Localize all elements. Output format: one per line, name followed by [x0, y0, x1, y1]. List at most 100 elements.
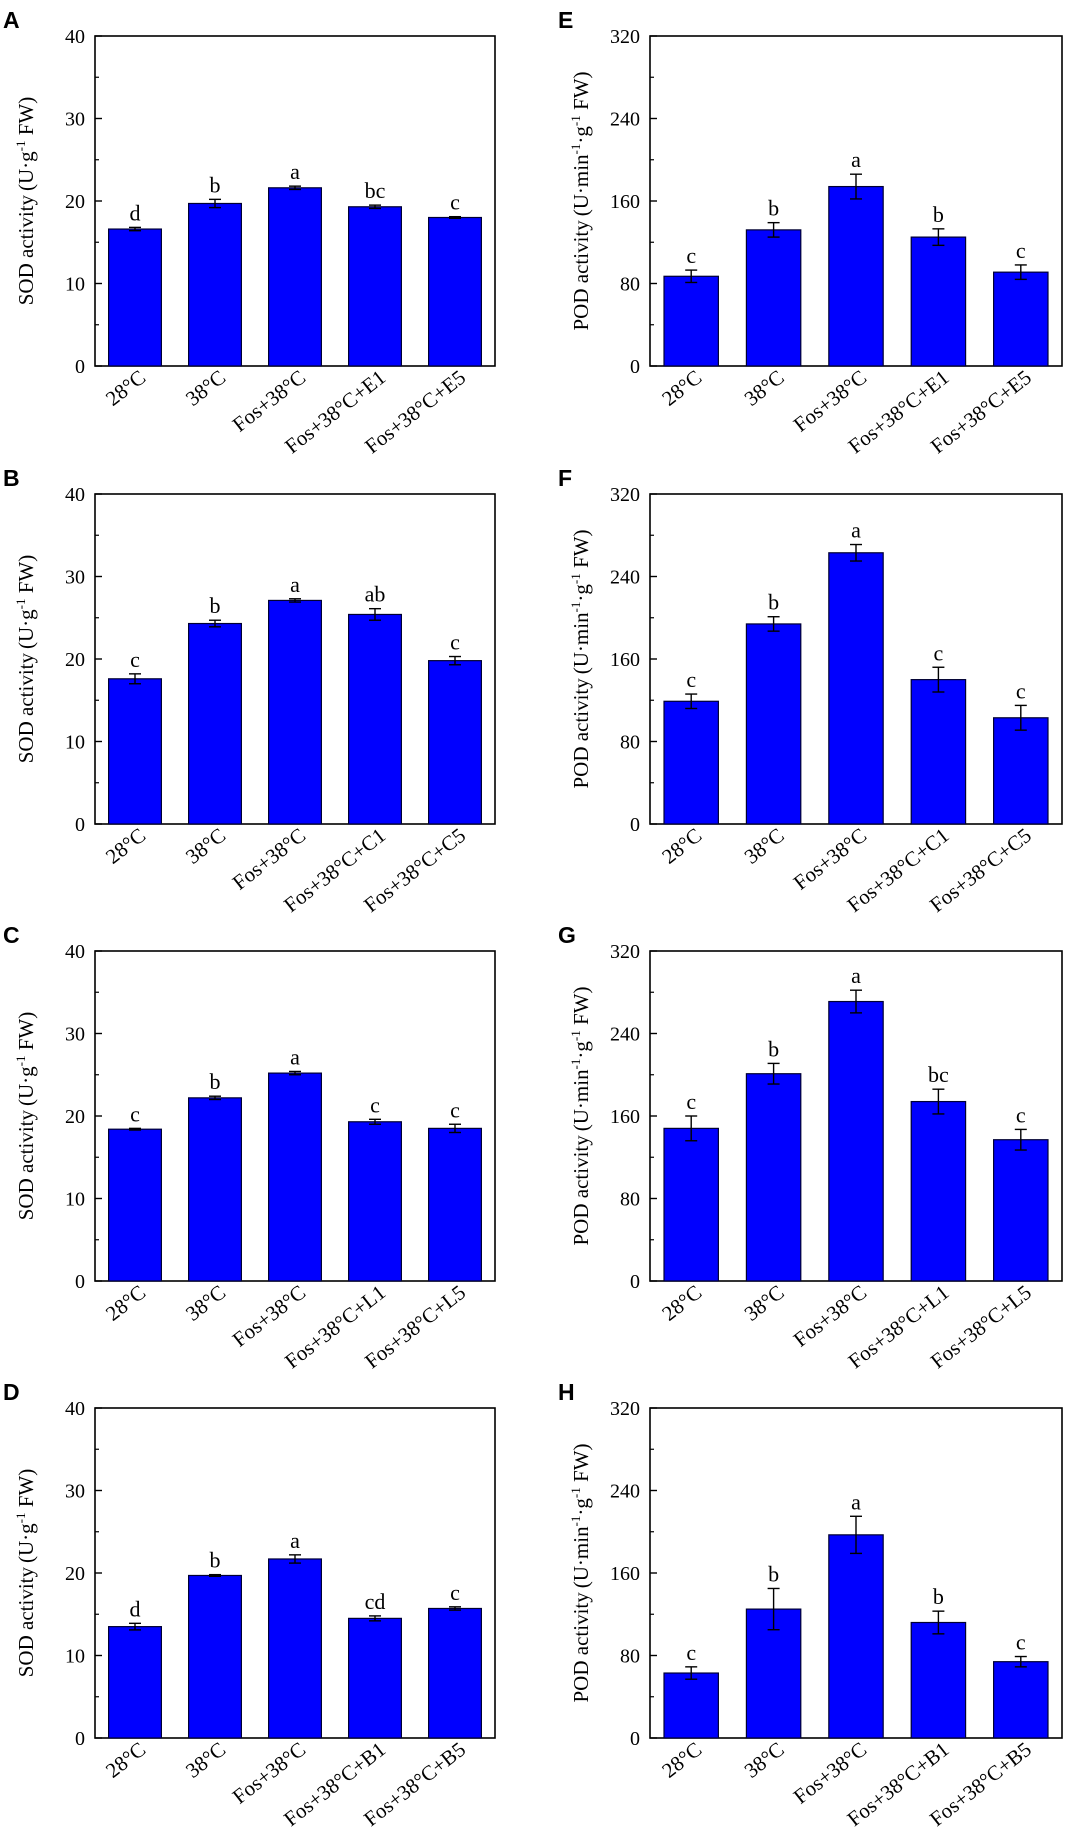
error-bar-d-3	[289, 1554, 301, 1564]
significance-letter: b	[768, 1561, 779, 1586]
y-tick-label: 160	[610, 1563, 640, 1585]
significance-letter: c	[450, 190, 460, 215]
bar-e-1	[663, 275, 719, 367]
bar-c-5	[428, 1127, 483, 1282]
significance-letter: c	[1016, 678, 1026, 703]
error-bar-h-2	[767, 1587, 780, 1631]
y-tick-label: 30	[65, 567, 85, 589]
significance-letter: cd	[365, 1589, 386, 1614]
y-tick-label: 0	[75, 1271, 85, 1293]
bar-d-1	[107, 1626, 162, 1739]
y-axis-label: POD activity(U·min-1·g-1 FW)	[568, 986, 593, 1245]
y-axis-label-part: SOD activity	[14, 1110, 38, 1221]
error-bar-a-1	[129, 226, 141, 232]
y-tick-label: 160	[610, 649, 640, 671]
error-bar-d-1	[129, 1622, 141, 1631]
error-bar-b-3	[289, 598, 301, 603]
bar-d-4	[348, 1617, 403, 1739]
error-bar-c-4	[369, 1118, 381, 1125]
bar-e-4	[910, 236, 967, 367]
significance-letter: b	[933, 1584, 944, 1609]
y-axis-label-part: ·g	[569, 584, 593, 602]
bar-e-2	[745, 229, 802, 367]
x-tick-label: 38°C	[740, 1737, 789, 1783]
y-tick-label: 80	[620, 274, 640, 296]
error-bar-d-4	[369, 1615, 381, 1622]
panel-letter-b: B	[3, 465, 20, 491]
y-axis-label-part: FW)	[14, 1469, 38, 1513]
significance-letter: c	[686, 667, 696, 692]
panel-letter-e: E	[558, 7, 573, 33]
x-tick-label: Fos+38°C	[789, 823, 871, 895]
panel-letter-f: F	[558, 465, 572, 491]
bar-a-3	[268, 187, 323, 367]
bar-d-3	[268, 1558, 323, 1739]
significance-letter: a	[851, 518, 861, 543]
y-tick-label: 0	[75, 814, 85, 836]
bar-g-3	[828, 1000, 884, 1282]
x-tick-label: 28°C	[657, 1280, 706, 1326]
y-axis-label-part: POD activity	[569, 678, 593, 789]
panel-b: B 40 30 20 10 0 SOD activity (U·g-1 FW) c 28°C b 38…	[3, 465, 496, 917]
bar-b-1	[107, 678, 162, 825]
y-tick-label: 40	[65, 26, 85, 48]
x-tick-label: 38°C	[740, 365, 789, 411]
significance-letter: a	[851, 147, 861, 172]
y-axis-label-part: -1	[568, 1030, 583, 1041]
bar-a-2	[188, 202, 243, 367]
y-tick-label: 80	[620, 1646, 640, 1668]
significance-letter: c	[450, 1580, 460, 1605]
y-tick-label: 20	[65, 1563, 85, 1585]
error-bar-c-2	[209, 1095, 221, 1101]
y-tick-label: 320	[610, 26, 640, 48]
significance-letter: c	[450, 630, 460, 655]
bar-e-3	[828, 185, 884, 367]
y-axis-label-part: -1	[568, 1487, 583, 1498]
x-tick-label: 28°C	[101, 823, 150, 869]
bar-h-2	[745, 1608, 802, 1739]
error-bar-h-4	[932, 1610, 945, 1635]
error-bar-b-5	[449, 655, 461, 666]
y-axis-label-part: ·g	[569, 1498, 593, 1516]
y-tick-label: 10	[65, 274, 85, 296]
y-axis-label: SOD activity (U·g-1 FW)	[13, 1469, 38, 1678]
y-axis-label-part: FW)	[569, 1443, 593, 1487]
error-bar-g-4	[932, 1088, 945, 1115]
y-tick-label: 20	[65, 191, 85, 213]
x-tick-label: 28°C	[657, 365, 706, 411]
bar-a-5	[428, 216, 483, 367]
error-bar-b-1	[129, 673, 141, 685]
significance-letter: d	[130, 1596, 141, 1621]
significance-letter: bc	[928, 1062, 949, 1087]
significance-letter: c	[450, 1097, 460, 1122]
bar-a-1	[107, 228, 162, 367]
error-bar-h-1	[685, 1666, 698, 1680]
y-axis-label-part: (U·min	[569, 1526, 593, 1588]
bar-g-2	[745, 1073, 802, 1282]
error-bar-f-2	[767, 616, 780, 632]
y-tick-label: 240	[610, 1024, 640, 1046]
bar-c-2	[188, 1097, 243, 1282]
y-axis-label: SOD activity (U·g-1 FW)	[13, 97, 38, 306]
y-axis-label-part: (U·min	[569, 612, 593, 674]
y-tick-label: 320	[610, 484, 640, 506]
error-bar-d-5	[449, 1606, 461, 1611]
y-axis-label-part: -1	[568, 115, 583, 126]
y-tick-label: 0	[630, 814, 640, 836]
error-bar-h-3	[850, 1515, 862, 1555]
x-tick-label: 28°C	[657, 1737, 706, 1783]
y-axis-label-part: -1	[13, 1056, 28, 1067]
x-tick-label: 28°C	[101, 1280, 150, 1326]
x-tick-label: 28°C	[101, 1737, 150, 1783]
error-bar-h-5	[1014, 1655, 1027, 1668]
bar-c-1	[107, 1128, 162, 1282]
y-axis-label-part: SOD activity	[14, 1567, 38, 1678]
y-axis-label-part: SOD activity	[14, 195, 38, 306]
y-axis-label-part: (U·g	[14, 1523, 38, 1563]
x-tick-label: 38°C	[740, 823, 789, 869]
error-bar-b-4	[369, 607, 381, 621]
y-axis-label-part: SOD activity	[14, 653, 38, 764]
